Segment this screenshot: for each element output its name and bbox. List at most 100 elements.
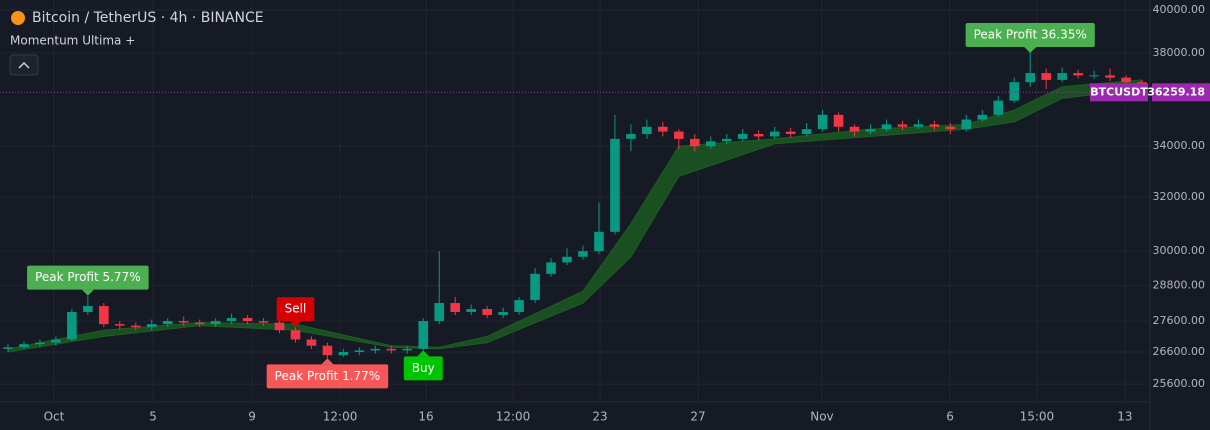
candle-body bbox=[418, 321, 429, 349]
y-tick-label: 30000.00 bbox=[1153, 244, 1206, 257]
x-tick-label: 16 bbox=[418, 410, 433, 424]
candle-body bbox=[833, 114, 844, 127]
candle-body bbox=[83, 306, 93, 313]
coin-icon bbox=[11, 11, 25, 25]
annotation-pointer bbox=[1024, 46, 1037, 53]
candle-body bbox=[402, 348, 413, 351]
candle-body bbox=[178, 321, 189, 323]
candle-body bbox=[306, 339, 317, 346]
symbol-title: Bitcoin / TetherUS · 4h · BINANCE bbox=[32, 10, 264, 26]
candle-body bbox=[386, 348, 397, 351]
annotation-label: Peak Profit 36.35% bbox=[974, 27, 1087, 41]
annotation-pointer bbox=[81, 289, 94, 296]
candle-body bbox=[434, 303, 445, 322]
candle-body bbox=[1057, 73, 1067, 80]
candle-body bbox=[674, 131, 684, 139]
collapse-button[interactable] bbox=[9, 54, 39, 76]
candle-body bbox=[67, 312, 77, 340]
y-tick-label: 40000.00 bbox=[1153, 3, 1206, 16]
indicator-name[interactable]: Momentum Ultima + bbox=[10, 34, 135, 48]
candle-body bbox=[354, 350, 365, 353]
annotation-box bbox=[266, 364, 389, 389]
annotation-label: Peak Profit 1.77% bbox=[275, 369, 381, 383]
candle-body bbox=[929, 124, 940, 127]
candle-body bbox=[322, 345, 333, 356]
y-tick-label: 32000.00 bbox=[1153, 190, 1206, 203]
candle-body bbox=[274, 322, 285, 331]
candle-body bbox=[466, 309, 476, 313]
candle-body bbox=[881, 124, 892, 130]
y-tick-label: 28800.00 bbox=[1153, 278, 1206, 291]
annotation-pointer bbox=[289, 321, 302, 328]
candle-body bbox=[19, 344, 29, 348]
annotation-box bbox=[27, 265, 149, 290]
candle-body bbox=[194, 322, 205, 325]
annotation-pointer bbox=[417, 350, 430, 357]
y-tick-label: 25600.00 bbox=[1153, 377, 1206, 390]
candle-body bbox=[801, 129, 812, 135]
candle-body bbox=[865, 129, 876, 132]
candle-body bbox=[258, 321, 269, 323]
candle-body bbox=[210, 321, 221, 325]
candle-body bbox=[945, 126, 956, 130]
annotation: Peak Profit 5.77% bbox=[27, 265, 149, 296]
candle-body bbox=[226, 318, 237, 322]
y-tick-label: 26600.00 bbox=[1153, 345, 1206, 358]
candle-body bbox=[370, 348, 381, 351]
y-tick-label: 27600.00 bbox=[1153, 314, 1206, 327]
candle-body bbox=[817, 114, 828, 130]
candle-body bbox=[785, 131, 796, 135]
candle-body bbox=[3, 347, 13, 349]
candle-body bbox=[977, 114, 988, 120]
x-tick-label: 5 bbox=[149, 410, 157, 424]
x-tick-label: 9 bbox=[248, 410, 256, 424]
candle-body bbox=[610, 138, 620, 232]
candle-body bbox=[546, 262, 556, 274]
x-tick-label: 23 bbox=[592, 410, 607, 424]
annotation-label: Peak Profit 5.77% bbox=[35, 270, 141, 284]
candle-body bbox=[753, 134, 764, 137]
annotation: Peak Profit 1.77% bbox=[266, 358, 389, 389]
candle-body bbox=[514, 300, 524, 313]
candle-body bbox=[130, 325, 141, 328]
price-tag-box bbox=[1152, 83, 1210, 102]
x-tick-label: Nov bbox=[810, 410, 833, 424]
candle-body bbox=[961, 119, 972, 130]
y-tick-label: 38000.00 bbox=[1153, 46, 1206, 59]
candle-body bbox=[993, 100, 1004, 115]
candle-body bbox=[705, 141, 716, 147]
annotation-label: Buy bbox=[412, 361, 435, 375]
candle-body bbox=[530, 273, 540, 301]
candle-body bbox=[1025, 73, 1035, 83]
candle-body bbox=[162, 321, 173, 325]
x-tick-label: 12:00 bbox=[496, 410, 531, 424]
candle-body bbox=[594, 231, 604, 252]
collapse-icon bbox=[18, 61, 30, 69]
annotation-box bbox=[965, 22, 1095, 47]
ribbon-edge bbox=[7, 88, 1143, 353]
annotation: Peak Profit 36.35% bbox=[965, 22, 1095, 53]
symbol-tag: BTCUSDT bbox=[1090, 85, 1148, 98]
candle-body bbox=[242, 318, 253, 322]
candle-body bbox=[1121, 77, 1131, 83]
annotation-label: Sell bbox=[285, 302, 307, 316]
candle-body bbox=[1105, 75, 1115, 78]
candle-body bbox=[642, 126, 652, 135]
candle-body bbox=[450, 303, 460, 313]
candle-body bbox=[578, 251, 588, 257]
x-tick-label: 13 bbox=[1117, 410, 1132, 424]
x-tick-label: Oct bbox=[44, 410, 65, 424]
x-tick-label: 15:00 bbox=[1020, 410, 1055, 424]
candle-body bbox=[1073, 73, 1083, 76]
candle-body bbox=[1089, 75, 1099, 77]
x-tick-label: 27 bbox=[690, 410, 705, 424]
y-tick-label: 34000.00 bbox=[1153, 139, 1206, 152]
candle-body bbox=[1009, 82, 1020, 101]
candle-body bbox=[99, 306, 109, 325]
candle-body bbox=[51, 339, 61, 343]
candle-body bbox=[658, 126, 668, 132]
annotation: Sell bbox=[276, 297, 315, 328]
candle-body bbox=[482, 309, 492, 316]
